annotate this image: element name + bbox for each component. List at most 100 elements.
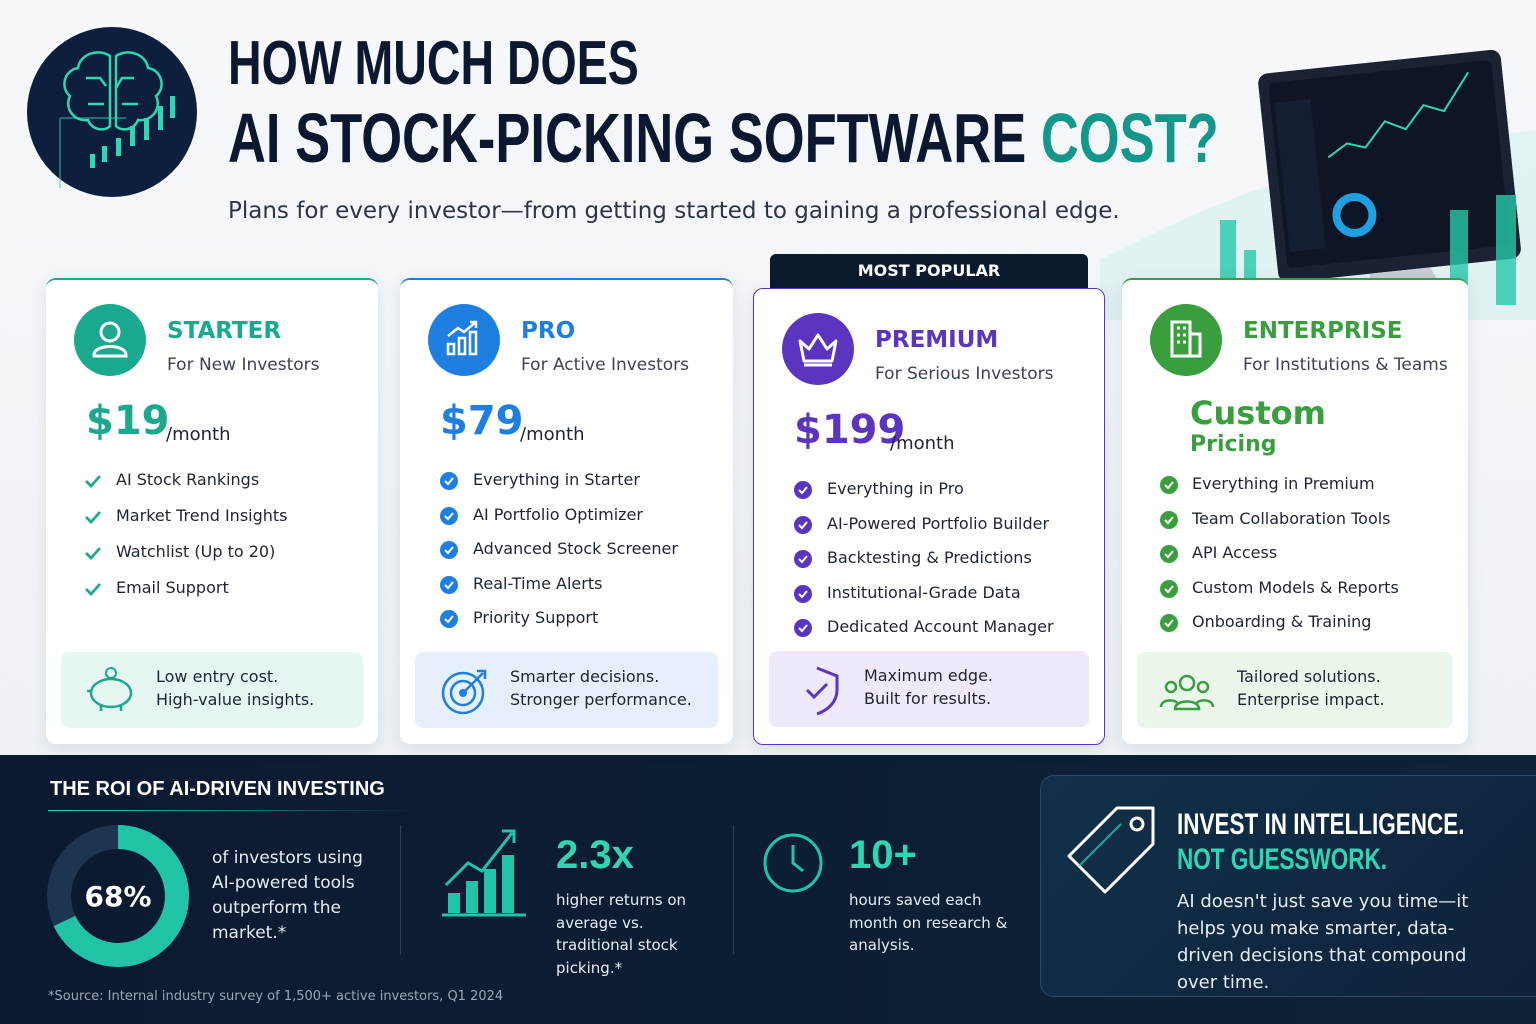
plan-icon (1150, 304, 1222, 376)
benefit-line: Tailored solutions. (1237, 667, 1381, 686)
donut: 68% (47, 825, 189, 967)
benefit-line: High-value insights. (156, 690, 315, 709)
feature: AI Stock Rankings (116, 470, 260, 489)
feature: Advanced Stock Screener (473, 539, 678, 558)
plan-card: PRO For Active Investors $79/month Everythi… (400, 278, 733, 744)
check-icon (794, 550, 812, 568)
stat-text: higher returns on average vs. traditiona… (556, 891, 686, 977)
callout-line-1: INVEST IN INTELLIGENCE. (1177, 808, 1465, 841)
plan-tagline: For Active Investors (521, 355, 690, 375)
period: Pricing (1190, 432, 1277, 457)
check-icon (85, 511, 102, 525)
plan-tagline: For New Investors (167, 355, 320, 375)
feature: Email Support (116, 578, 229, 597)
brain-logo (27, 27, 197, 197)
plan-card: ENTERPRISE For Institutions & Teams Custom… (1122, 278, 1468, 744)
growth-icon (442, 829, 526, 917)
benefit-line: Built for results. (864, 689, 992, 708)
feature: Everything in Pro (827, 479, 964, 498)
benefit-line: Maximum edge. (864, 666, 994, 685)
donut-arc (47, 825, 189, 967)
roi-underline (48, 810, 420, 811)
price: $19 (86, 398, 170, 444)
plan-name: PREMIUM (875, 327, 999, 353)
donut-label: 68% (84, 880, 151, 913)
plan-tagline: For Serious Investors (875, 364, 1054, 384)
feature: Everything in Premium (1192, 474, 1375, 493)
plan-icon (428, 304, 500, 376)
badge: MOST POPULAR (770, 254, 1088, 288)
check-icon (794, 515, 812, 534)
check-icon (440, 541, 458, 559)
check-icon (1160, 510, 1178, 529)
period: /month (166, 424, 231, 445)
check-icon (440, 575, 458, 594)
check-icon (440, 610, 458, 628)
divider (400, 825, 401, 955)
check-icon (1160, 579, 1178, 598)
check-icon (794, 619, 812, 637)
check-icon (440, 506, 458, 525)
price: Custom (1190, 394, 1326, 432)
feature: Watchlist (Up to 20) (116, 542, 276, 561)
feature: Market Trend Insights (116, 506, 288, 525)
stat-value: 10+ (849, 833, 917, 877)
feature: AI-Powered Portfolio Builder (827, 513, 1050, 533)
benefit-line: Stronger performance. (510, 690, 692, 709)
subtitle: Plans for every investor—from getting st… (228, 198, 1120, 224)
check-icon (440, 472, 458, 490)
callout-line-2: NOT GUESSWORK. (1177, 843, 1388, 876)
benefit-icon (1159, 674, 1215, 711)
feature: Everything in Starter (473, 470, 640, 489)
feature: API Access (1192, 543, 1278, 562)
benefit-box: Smarter decisions. Stronger performance. (415, 652, 718, 728)
benefit-line: Smarter decisions. (510, 667, 660, 686)
plan-tagline: For Institutions & Teams (1243, 355, 1448, 375)
check-icon (1160, 545, 1178, 563)
title-line-1: HOW MUCH DOES (228, 29, 639, 98)
feature: Real-Time Alerts (473, 573, 603, 593)
check-icon (1160, 614, 1178, 632)
check-icon (1160, 476, 1178, 494)
monitor-illustration (1100, 49, 1536, 320)
feature: Priority Support (473, 608, 599, 627)
title-main: AI STOCK-PICKING SOFTWARE (228, 99, 1027, 177)
plan-icon (74, 304, 146, 376)
check-icon (85, 583, 102, 597)
plan-name: ENTERPRISE (1243, 318, 1403, 344)
period: /month (890, 433, 955, 454)
benefit-line: Low entry cost. (156, 667, 279, 686)
benefit-icon (441, 669, 487, 715)
plan-card: STARTER For New Investors $19/month AI Stoc… (46, 278, 378, 744)
callout-body: AI doesn't just save you time—it helps y… (1177, 891, 1469, 993)
feature: AI Portfolio Optimizer (473, 504, 643, 524)
check-icon (794, 584, 812, 603)
tag-icon (1067, 806, 1155, 894)
clock-icon (763, 833, 823, 893)
benefit-box: Low entry cost. High-value insights. (61, 652, 363, 728)
benefit-box: Tailored solutions. Enterprise impact. (1137, 652, 1453, 728)
feature: Dedicated Account Manager (827, 617, 1054, 636)
roi-title: THE ROI OF AI-DRIVEN INVESTING (50, 778, 385, 800)
price: $79 (440, 398, 524, 444)
feature: Team Collaboration Tools (1192, 508, 1391, 528)
check-icon (85, 547, 102, 561)
period: /month (520, 424, 585, 445)
callout-box: INVEST IN INTELLIGENCE. NOT GUESSWORK. AI … (1040, 775, 1536, 997)
feature: Institutional-Grade Data (827, 582, 1021, 602)
plan-card: PREMIUM For Serious Investors $199/month Ev… (753, 288, 1105, 745)
feature: Onboarding & Training (1192, 612, 1372, 631)
check-icon (85, 475, 102, 489)
benefit-icon (805, 666, 839, 716)
plan-name: STARTER (167, 318, 282, 344)
percent-text: of investors using AI-powered tools outp… (212, 848, 363, 943)
stat-text: hours saved each month on research & ana… (849, 891, 1008, 954)
plan-icon (782, 313, 854, 385)
stat-value: 2.3x (556, 833, 634, 877)
feature: Backtesting & Predictions (827, 548, 1032, 567)
benefit-icon (87, 667, 133, 711)
benefit-line: Enterprise impact. (1237, 690, 1385, 709)
title-highlight: COST? (1040, 99, 1219, 177)
source-note: *Source: Internal industry survey of 1,5… (48, 989, 504, 1004)
